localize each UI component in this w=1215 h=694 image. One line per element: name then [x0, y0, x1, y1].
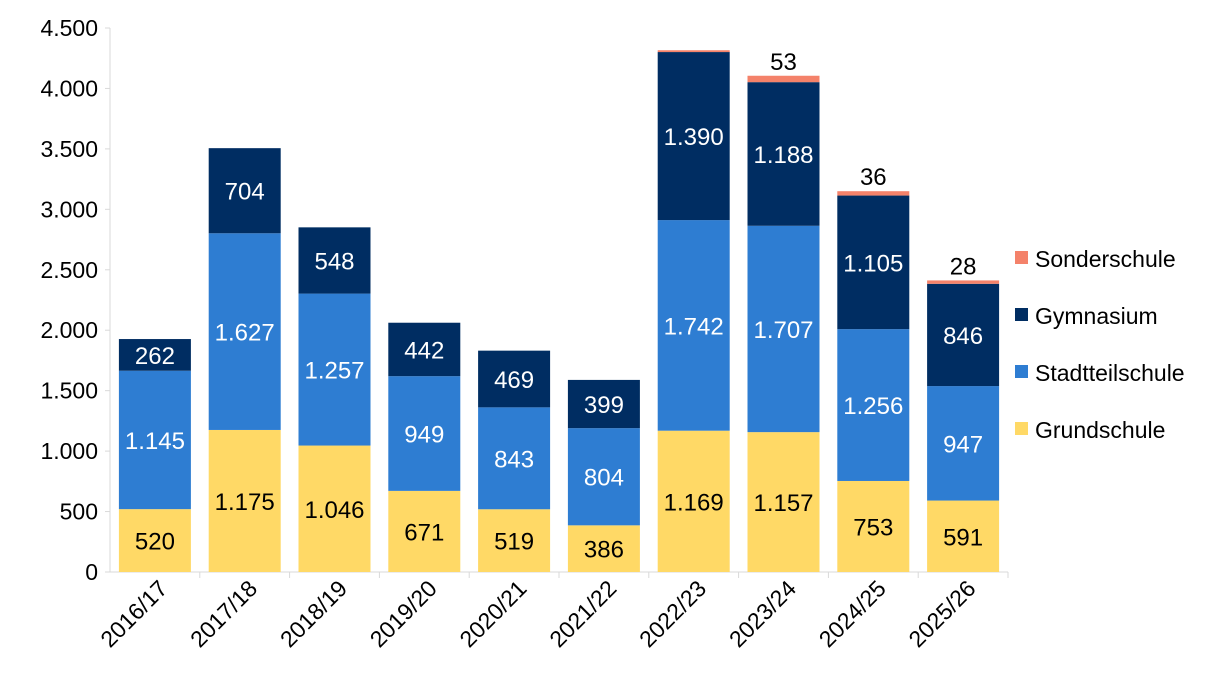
x-tick-label: 2021/22	[544, 575, 621, 652]
x-tick-label: 2017/18	[185, 575, 262, 652]
legend-swatch	[1015, 308, 1028, 321]
legend-label: Grundschule	[1035, 417, 1165, 443]
legend-swatch	[1015, 251, 1028, 264]
data-label: 1.188	[753, 142, 813, 169]
legend-label: Sonderschule	[1035, 246, 1176, 272]
data-label: 843	[494, 446, 534, 473]
bar-grundschule	[208, 429, 281, 572]
bar-sonderschule	[927, 280, 1000, 284]
bar-gymnasium	[388, 322, 461, 377]
data-label: 753	[853, 514, 893, 541]
data-label: 519	[494, 529, 534, 556]
y-tick-label: 3.000	[40, 196, 98, 222]
data-label: 442	[404, 337, 444, 364]
data-label: 1.707	[753, 317, 813, 344]
data-label: 1.175	[215, 489, 275, 516]
bar-grundschule	[657, 430, 730, 572]
bar-grundschule	[388, 490, 461, 572]
data-label: 949	[404, 422, 444, 449]
bar-gymnasium	[747, 82, 820, 226]
x-tick-label: 2025/26	[903, 575, 980, 652]
x-tick-label: 2023/24	[724, 575, 801, 652]
data-label: 1.390	[664, 124, 724, 151]
y-tick-label: 2.500	[40, 257, 98, 283]
data-label: 399	[584, 392, 624, 419]
bar-gymnasium	[208, 148, 281, 234]
x-tick-label: 2019/20	[365, 575, 442, 652]
y-tick-label: 4.000	[40, 75, 98, 101]
bar-grundschule	[567, 525, 640, 572]
y-tick-label: 2.000	[40, 317, 98, 343]
bar-stadtteilschule	[657, 220, 730, 431]
bar-gymnasium	[837, 195, 910, 330]
legend-label: Gymnasium	[1035, 303, 1158, 329]
data-label: 846	[943, 323, 983, 350]
data-label: 520	[135, 529, 175, 556]
data-label: 262	[135, 343, 175, 370]
bar-stadtteilschule	[298, 293, 371, 446]
data-label: 1.742	[664, 313, 724, 340]
data-label: 591	[943, 524, 983, 551]
x-tick-label: 2020/21	[454, 575, 531, 652]
data-label: 1.257	[304, 358, 364, 385]
bar-stadtteilschule	[478, 407, 551, 510]
data-label: 1.046	[304, 497, 364, 524]
bar-sonderschule	[837, 191, 910, 196]
data-label: 947	[943, 431, 983, 458]
bar-grundschule	[118, 509, 191, 572]
bar-grundschule	[927, 500, 1000, 572]
bar-gymnasium	[657, 52, 730, 221]
bar-stadtteilschule	[747, 225, 820, 433]
y-tick-label: 3.500	[40, 136, 98, 162]
bar-grundschule	[298, 445, 371, 572]
x-tick-label: 2024/25	[814, 575, 891, 652]
bar-gymnasium	[118, 339, 191, 371]
bar-gymnasium	[298, 227, 371, 294]
bar-sonderschule	[747, 75, 820, 83]
data-label: 1.169	[664, 489, 724, 516]
y-tick-label: 1.000	[40, 438, 98, 464]
data-label: 1.105	[843, 250, 903, 277]
data-label: 386	[584, 537, 624, 564]
data-label: 1.627	[215, 320, 275, 347]
y-tick-label: 1.500	[40, 378, 98, 404]
x-tick-label: 2018/19	[275, 575, 352, 652]
x-tick-label: 2016/17	[95, 575, 172, 652]
bar-gymnasium	[478, 350, 551, 408]
data-label: 804	[584, 465, 624, 492]
data-label: 469	[494, 367, 534, 394]
legend-swatch	[1015, 365, 1028, 378]
bar-stadtteilschule	[208, 233, 281, 430]
x-tick-label: 2022/23	[634, 575, 711, 652]
bar-gymnasium	[567, 379, 640, 429]
y-tick-label: 500	[60, 499, 98, 525]
legend-label: Stadtteilschule	[1035, 360, 1185, 386]
legend-swatch	[1015, 422, 1028, 435]
bar-sonderschule	[657, 50, 730, 53]
y-tick-label: 0	[85, 559, 98, 585]
data-label: 548	[314, 248, 354, 275]
data-label: 704	[225, 179, 265, 206]
data-label: 671	[404, 519, 444, 546]
data-label: 28	[950, 253, 977, 280]
data-label: 53	[770, 49, 797, 76]
bar-grundschule	[837, 480, 910, 572]
bar-grundschule	[478, 509, 551, 572]
bar-stadtteilschule	[927, 386, 1000, 501]
data-label: 1.256	[843, 393, 903, 420]
bar-stadtteilschule	[388, 376, 461, 491]
bar-stadtteilschule	[567, 428, 640, 526]
y-tick-label: 4.500	[40, 15, 98, 41]
bar-grundschule	[747, 432, 820, 572]
data-label: 1.145	[125, 428, 185, 455]
bar-gymnasium	[927, 283, 1000, 387]
bar-stadtteilschule	[837, 329, 910, 481]
bar-stadtteilschule	[118, 370, 191, 510]
data-label: 36	[860, 164, 887, 191]
data-label: 1.157	[753, 490, 813, 517]
